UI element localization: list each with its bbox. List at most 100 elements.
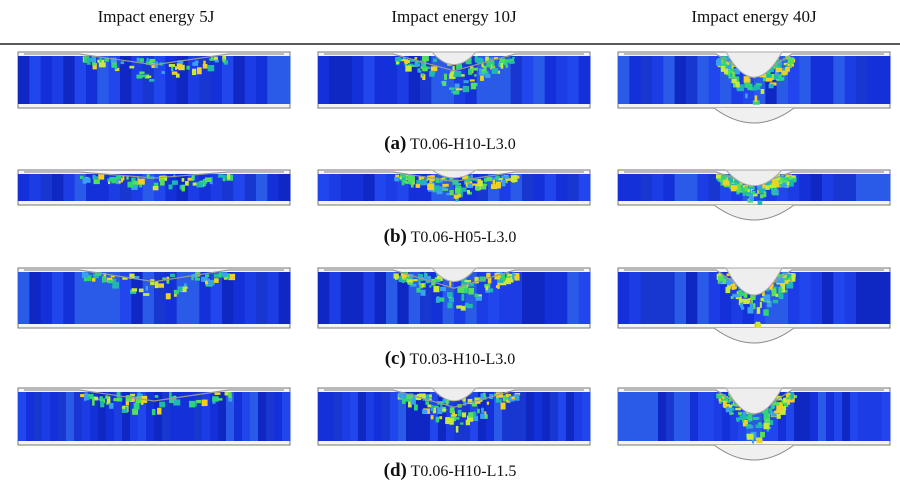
damage-cell xyxy=(718,275,724,280)
damage-cell xyxy=(739,415,747,420)
damage-cell xyxy=(429,70,435,77)
damage-cell xyxy=(448,295,453,299)
damage-cell xyxy=(498,178,502,181)
damage-cell xyxy=(125,395,133,402)
damage-cell xyxy=(776,413,781,419)
damage-cell xyxy=(763,191,767,198)
damage-cell xyxy=(143,293,150,296)
core-cell xyxy=(454,56,466,104)
damage-cell xyxy=(89,396,97,400)
damage-cell xyxy=(394,177,400,182)
damage-cell xyxy=(84,392,88,399)
core-cell xyxy=(386,174,398,201)
damage-cell xyxy=(474,276,479,284)
core-cell xyxy=(414,392,423,441)
damage-cell xyxy=(736,70,740,73)
damage-cell xyxy=(173,290,179,295)
damage-cell xyxy=(782,70,788,75)
core-cell xyxy=(122,392,131,441)
core-cell xyxy=(642,392,651,441)
core-cell xyxy=(754,272,766,324)
damage-cell xyxy=(414,404,418,411)
damage-cell xyxy=(748,298,751,304)
damage-cell xyxy=(484,74,491,79)
core-cell xyxy=(186,392,195,441)
damage-cell xyxy=(767,420,774,426)
damage-cell xyxy=(212,396,219,402)
damage-cell xyxy=(498,63,502,66)
core-cell xyxy=(567,174,580,201)
damage-cell xyxy=(727,68,734,76)
damage-cell xyxy=(490,184,498,190)
rear-bulge xyxy=(713,107,795,124)
damage-cell xyxy=(497,282,500,289)
dent xyxy=(624,389,884,416)
damage-cell xyxy=(83,56,90,63)
damage-cell xyxy=(740,187,747,192)
core-cell xyxy=(522,56,534,104)
damage-cell xyxy=(757,200,763,206)
damage-cell xyxy=(783,401,789,407)
damage-cell xyxy=(450,414,456,422)
core-cell xyxy=(834,392,843,441)
damage-cell xyxy=(398,275,404,282)
damage-cell xyxy=(718,179,725,182)
damage-cell xyxy=(460,305,466,311)
core-cell xyxy=(358,392,367,441)
damage-cell xyxy=(177,286,183,292)
damage-cell xyxy=(420,289,426,296)
damage-cell xyxy=(491,177,497,180)
core-cell xyxy=(34,392,43,441)
damage-cell xyxy=(402,399,406,404)
core-cell xyxy=(818,392,827,441)
damage-cell xyxy=(787,273,793,278)
damage-cell xyxy=(743,76,750,83)
damage-cell xyxy=(468,412,474,418)
damage-cell xyxy=(434,405,439,408)
damage-cell xyxy=(449,87,455,90)
damage-cell xyxy=(488,288,494,293)
damage-cell xyxy=(493,57,498,60)
core-cell xyxy=(518,392,527,441)
damage-cell xyxy=(116,392,121,398)
damage-cell xyxy=(513,275,519,279)
core-cell xyxy=(267,174,280,201)
damage-cell xyxy=(407,59,411,64)
damage-cell xyxy=(407,281,414,284)
core-cell xyxy=(510,272,523,324)
damage-cell xyxy=(730,407,735,411)
damage-cell xyxy=(449,407,455,414)
dent xyxy=(624,53,884,79)
core-cell xyxy=(430,392,439,441)
core-cell xyxy=(199,56,212,104)
core-cell xyxy=(697,272,710,324)
core-cell xyxy=(720,174,732,201)
core-cell xyxy=(856,272,868,324)
damage-cell xyxy=(442,183,449,187)
damage-cell xyxy=(725,407,732,413)
damage-cell xyxy=(742,411,747,418)
damage-cell xyxy=(126,175,129,180)
core-cell xyxy=(867,56,880,104)
damage-cell xyxy=(497,276,504,284)
core-cell xyxy=(74,56,87,104)
core-cell xyxy=(29,174,42,201)
damage-cell xyxy=(171,66,174,71)
damage-cell xyxy=(192,182,197,186)
damage-cell xyxy=(415,183,421,188)
core-cell xyxy=(826,392,835,441)
damage-cell xyxy=(136,57,140,62)
damage-cell xyxy=(486,177,493,182)
core-cell xyxy=(199,174,212,201)
core-cell xyxy=(267,272,280,324)
damage-cell xyxy=(463,80,469,84)
damage-cell xyxy=(763,294,771,301)
damage-cell xyxy=(501,277,507,281)
core-cell xyxy=(878,272,891,324)
damage-cell xyxy=(139,71,145,75)
core-cell xyxy=(867,174,880,201)
damage-cell xyxy=(213,56,218,60)
core-cell xyxy=(420,56,432,104)
core-cell xyxy=(742,272,755,324)
core-cell xyxy=(108,174,121,201)
